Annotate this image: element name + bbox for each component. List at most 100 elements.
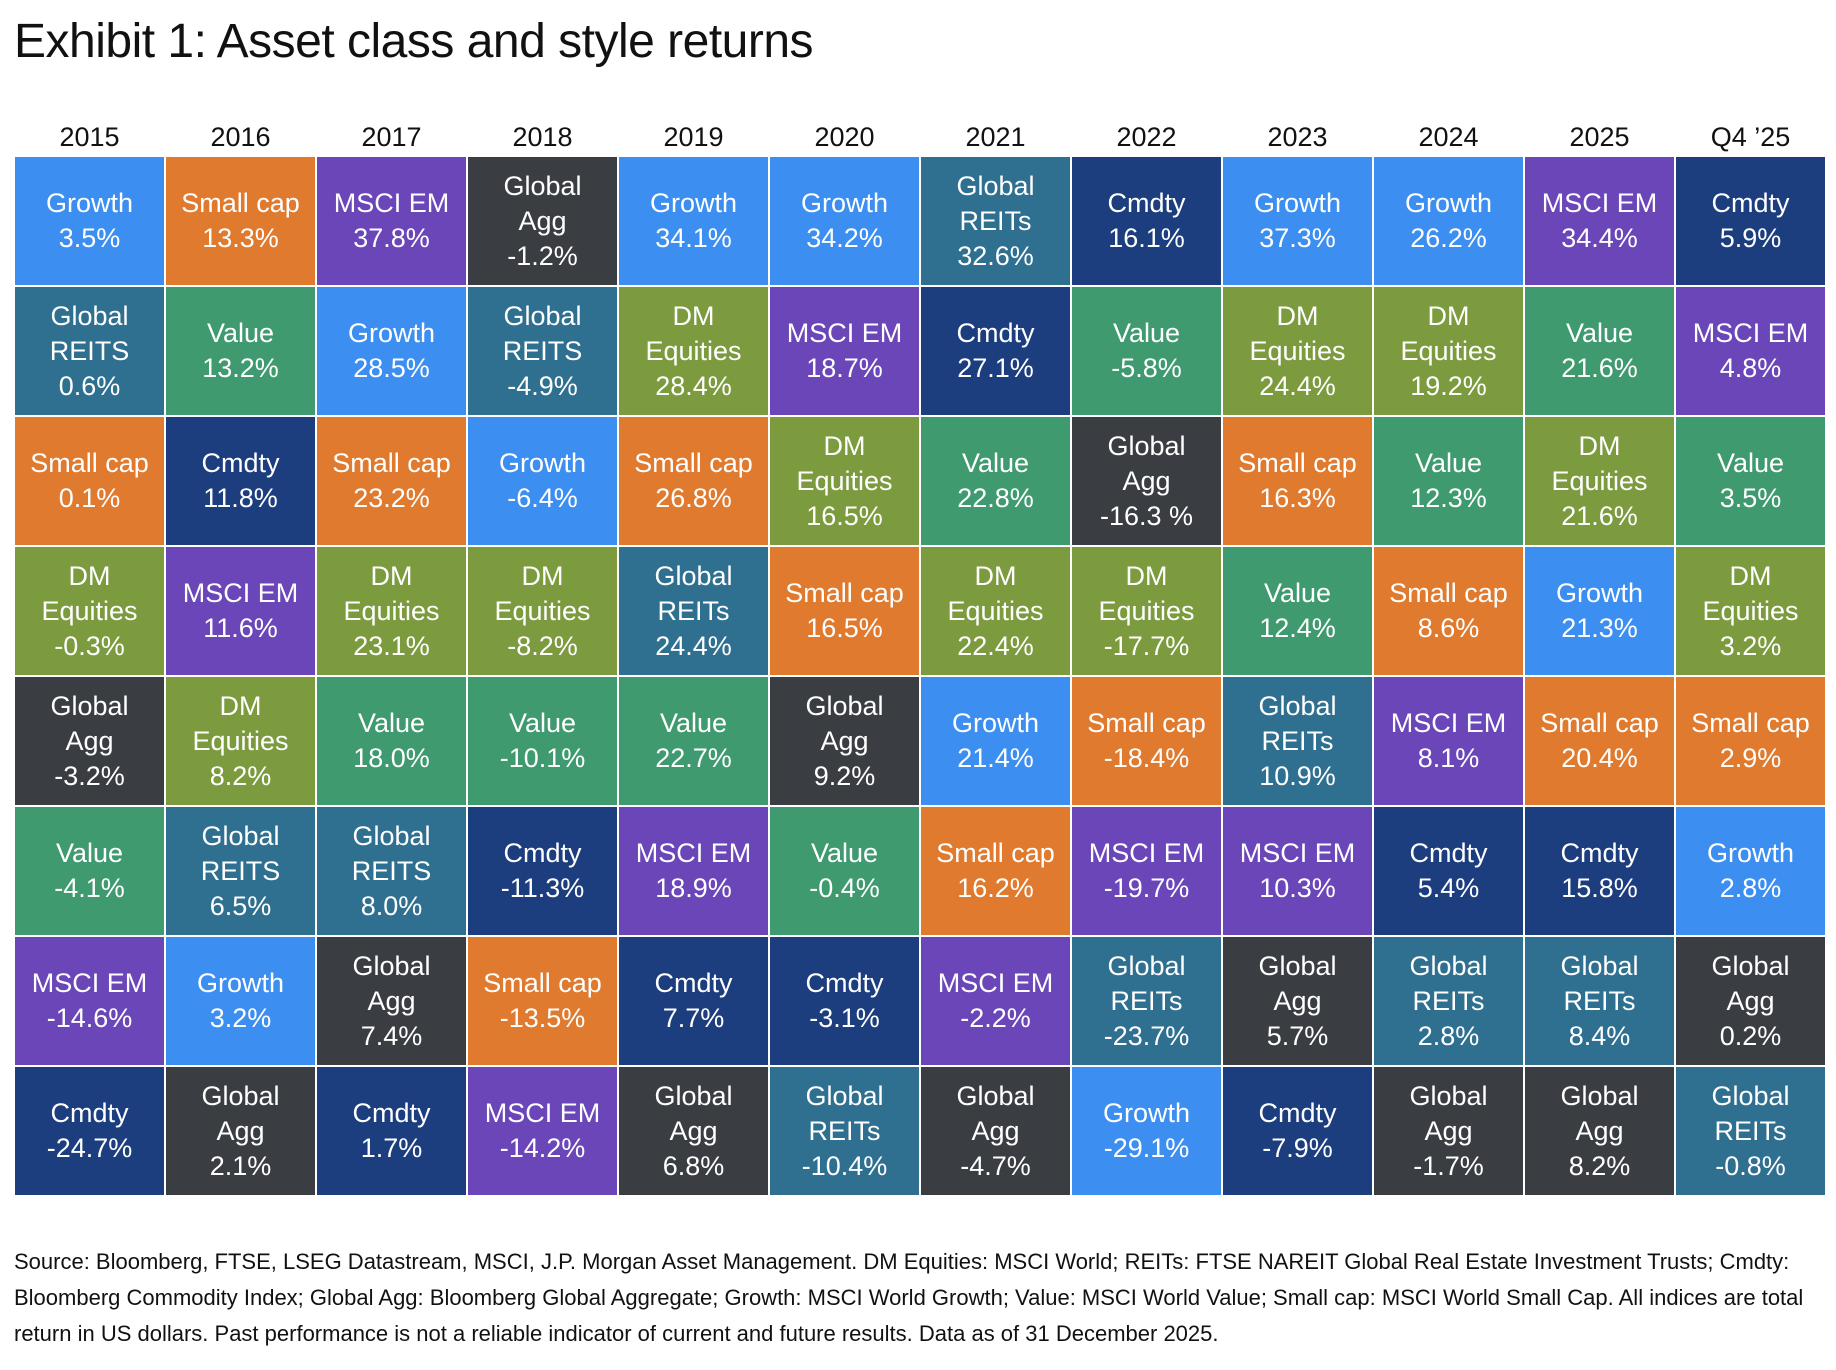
return-value: 34.1% xyxy=(655,223,732,253)
asset-label: DM Equities xyxy=(494,560,591,626)
return-value: 28.4% xyxy=(655,370,732,401)
return-value: 8.4% xyxy=(1568,1020,1631,1051)
return-value: -24.7% xyxy=(46,1133,133,1163)
return-cell: Global Agg 5.7% xyxy=(1223,937,1372,1065)
returns-quilt-chart: 2015 2016 2017 2018 2019 2020 2021 2022 2023 2024… xyxy=(14,118,1826,1196)
return-cell: MSCI EM -14.6% xyxy=(15,937,164,1065)
return-value: 8.0% xyxy=(360,890,423,921)
return-cell: Global Agg 8.2% xyxy=(1525,1067,1674,1195)
year-label: 2025 xyxy=(1569,122,1630,152)
return-value: 13.3% xyxy=(202,223,279,253)
return-cell: Growth 21.3% xyxy=(1525,547,1674,675)
asset-label: MSCI EM xyxy=(31,968,148,998)
return-value: 6.5% xyxy=(209,890,272,921)
asset-label: MSCI EM xyxy=(1088,838,1205,868)
return-value: 8.1% xyxy=(1417,743,1480,773)
return-value: 18.0% xyxy=(353,743,430,773)
asset-label: Value xyxy=(810,838,879,868)
asset-label: Value xyxy=(206,318,275,348)
return-cell: Global Agg 6.8% xyxy=(619,1067,768,1195)
return-value: -10.4% xyxy=(801,1150,888,1181)
asset-label: Global REITs xyxy=(1107,950,1186,1016)
asset-label: Value xyxy=(659,708,728,738)
asset-label: DM Equities xyxy=(645,300,742,366)
return-cell: MSCI EM 10.3% xyxy=(1223,807,1372,935)
asset-label: DM Equities xyxy=(947,560,1044,626)
return-cell: Small cap 16.5% xyxy=(770,547,919,675)
return-value: 16.3% xyxy=(1259,483,1336,513)
return-value: 8.2% xyxy=(209,760,272,791)
return-cell: Cmdty -7.9% xyxy=(1223,1067,1372,1195)
asset-label: Value xyxy=(1263,578,1332,608)
return-value: 21.6% xyxy=(1561,500,1638,531)
asset-label: Global REITS xyxy=(200,820,281,886)
asset-label: Global Agg xyxy=(1258,950,1337,1016)
return-value: 2.8% xyxy=(1417,1020,1480,1051)
return-cell: Small cap 23.2% xyxy=(317,417,466,545)
year-label: 2015 xyxy=(59,122,120,152)
return-cell: Global Agg -16.3 % xyxy=(1072,417,1221,545)
return-value: 5.7% xyxy=(1266,1020,1329,1051)
asset-label: MSCI EM xyxy=(333,188,450,218)
year-label: 2019 xyxy=(663,122,724,152)
return-cell: DM Equities 8.2% xyxy=(166,677,315,805)
return-value: 0.6% xyxy=(58,370,121,401)
year-label: 2022 xyxy=(1116,122,1177,152)
return-cell: Global Agg -4.7% xyxy=(921,1067,1070,1195)
return-cell: Growth -29.1% xyxy=(1072,1067,1221,1195)
return-value: 28.5% xyxy=(353,353,430,383)
return-value: 22.7% xyxy=(655,743,732,773)
asset-label: Cmdty xyxy=(503,838,582,868)
return-value: 2.1% xyxy=(209,1150,272,1181)
return-cell: Global Agg -1.7% xyxy=(1374,1067,1523,1195)
return-value: 16.5% xyxy=(806,613,883,643)
asset-label: Global Agg xyxy=(352,950,431,1016)
asset-label: Small cap xyxy=(936,838,1055,868)
return-value: 5.4% xyxy=(1417,873,1480,903)
asset-label: MSCI EM xyxy=(937,968,1054,998)
return-cell: Cmdty 1.7% xyxy=(317,1067,466,1195)
return-value: -10.1% xyxy=(499,743,586,773)
asset-label: Small cap xyxy=(1238,448,1357,478)
return-value: 16.5% xyxy=(806,500,883,531)
return-value: 24.4% xyxy=(1259,370,1336,401)
rank-row: Global Agg -3.2% DM Equities 8.2% Value 18.0%… xyxy=(14,676,1826,806)
return-value: 19.2% xyxy=(1410,370,1487,401)
return-value: 7.4% xyxy=(360,1020,423,1051)
return-cell: Value 18.0% xyxy=(317,677,466,805)
asset-label: DM Equities xyxy=(1400,300,1497,366)
year-label: 2021 xyxy=(965,122,1026,152)
asset-label: Value xyxy=(1112,318,1181,348)
asset-label: Cmdty xyxy=(1711,188,1790,218)
return-cell: MSCI EM 37.8% xyxy=(317,157,466,285)
return-value: -8.2% xyxy=(507,630,578,661)
asset-label: Cmdty xyxy=(352,1098,431,1128)
asset-label: DM Equities xyxy=(1098,560,1195,626)
return-cell: Small cap 26.8% xyxy=(619,417,768,545)
asset-label: MSCI EM xyxy=(1541,188,1658,218)
return-value: -3.2% xyxy=(54,760,125,791)
return-value: -18.4% xyxy=(1103,743,1190,773)
return-cell: Global Agg 2.1% xyxy=(166,1067,315,1195)
asset-label: Global REITs xyxy=(1711,1080,1790,1146)
asset-label: Small cap xyxy=(483,968,602,998)
return-cell: DM Equities 3.2% xyxy=(1676,547,1825,675)
asset-label: Global REITS xyxy=(502,300,583,366)
return-value: 21.4% xyxy=(957,743,1034,773)
asset-label: Small cap xyxy=(1691,708,1810,738)
return-value: -4.1% xyxy=(54,873,125,903)
return-cell: Value -10.1% xyxy=(468,677,617,805)
year-header-row: 2015 2016 2017 2018 2019 2020 2021 2022 2023 2024… xyxy=(14,118,1826,156)
asset-label: Growth xyxy=(1404,188,1493,218)
asset-label: Growth xyxy=(1555,578,1644,608)
return-value: 8.6% xyxy=(1417,613,1480,643)
return-cell: Global REITs 8.4% xyxy=(1525,937,1674,1065)
year-label: 2023 xyxy=(1267,122,1328,152)
return-value: 18.9% xyxy=(655,873,732,903)
return-cell: Small cap 16.3% xyxy=(1223,417,1372,545)
asset-label: Global REITs xyxy=(1409,950,1488,1016)
return-value: 2.8% xyxy=(1719,873,1782,903)
asset-label: Growth xyxy=(1102,1098,1191,1128)
asset-label: Growth xyxy=(347,318,436,348)
return-value: 22.4% xyxy=(957,630,1034,661)
